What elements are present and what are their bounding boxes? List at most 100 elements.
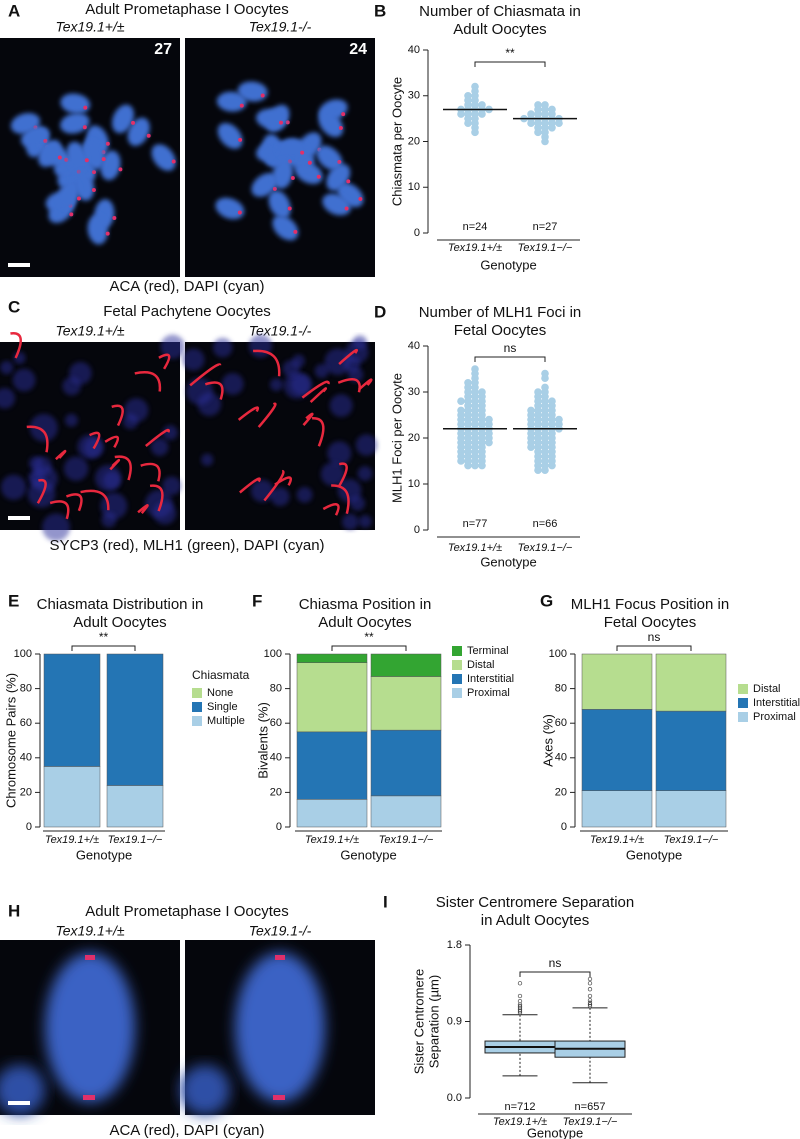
significance-label: ** [505, 46, 515, 60]
axis [26, 425, 49, 453]
centromere [118, 167, 123, 172]
centromere [337, 159, 342, 164]
bar-segment [370, 676, 442, 731]
y-axis-label: Sister Centromere [411, 969, 426, 1074]
count-label: 24 [349, 41, 367, 58]
dapi [63, 456, 89, 481]
significance-bracket [474, 61, 546, 67]
micrograph-content [215, 81, 364, 241]
y-axis-label: Chiasmata per Oocyte [389, 77, 404, 206]
axis [10, 331, 22, 359]
x-axis-label: Genotype [480, 257, 536, 272]
dapi [314, 364, 329, 379]
centromere [112, 216, 117, 221]
dapi [95, 464, 122, 492]
dapi [32, 456, 52, 476]
dapi [251, 479, 274, 503]
dot [534, 128, 542, 137]
chromosome [151, 144, 176, 171]
x-tick-label: Tex19.1+/± [448, 242, 502, 254]
y-tick-label: 0 [414, 227, 420, 239]
chromosome [87, 214, 108, 245]
legend-label: Single [207, 701, 238, 713]
centromere [287, 206, 292, 211]
axis [149, 484, 164, 512]
chromosome [215, 197, 245, 220]
dapi [160, 334, 185, 359]
bar-segment [370, 795, 442, 828]
panel-letter: A [8, 1, 20, 20]
x-axis-label: Genotype [527, 1125, 583, 1139]
centromere [272, 186, 277, 191]
dot [485, 438, 493, 447]
axis [158, 353, 171, 370]
significance-label: ** [99, 630, 109, 644]
dapi [162, 425, 178, 441]
chromosome [38, 139, 62, 168]
y-tick-label: 40 [408, 44, 420, 56]
dot [457, 457, 465, 465]
genotype-label: Tex19.1-/- [249, 923, 312, 939]
dapi [201, 453, 214, 466]
chart-title: Chiasmata Distribution in [37, 596, 204, 613]
centromere [316, 174, 321, 179]
axis [337, 378, 361, 393]
dot [541, 374, 549, 383]
dapi [64, 413, 78, 427]
chromosome [237, 81, 268, 102]
dapi [124, 398, 149, 423]
axis [111, 404, 124, 427]
legend-label: Multiple [207, 715, 245, 727]
legend-swatch [738, 712, 748, 722]
chart-title: Number of Chiasmata in [419, 3, 581, 20]
y-tick-label: 80 [270, 683, 282, 695]
centromere [69, 212, 74, 217]
centromere [260, 93, 265, 98]
dapi [355, 434, 378, 456]
bar-segment [43, 766, 101, 828]
scale-bar [8, 1101, 30, 1105]
micrograph-content [0, 331, 185, 542]
centromere [341, 112, 346, 117]
y-axis-label: MLH1 Foci per Oocyte [389, 373, 404, 503]
y-tick-label: 80 [555, 683, 567, 695]
n-label: n=657 [575, 1101, 606, 1113]
dot [541, 137, 549, 146]
legend-swatch [452, 688, 462, 698]
significance-bracket [519, 971, 591, 977]
micrograph-content [10, 93, 176, 245]
chart-title: Chiasma Position in [299, 596, 432, 613]
x-tick-label: Tex19.1−/− [664, 834, 719, 846]
y-tick-label: 10 [408, 181, 420, 193]
axis [239, 477, 261, 494]
dapi [290, 373, 313, 395]
panel-letter: I [383, 892, 388, 911]
scale-bar [8, 263, 30, 267]
legend-label: Terminal [467, 645, 509, 657]
dot [478, 461, 486, 470]
y-axis-label: Axes (%) [540, 714, 555, 767]
axis [55, 449, 67, 461]
y-tick-label: 20 [20, 786, 32, 798]
centromere [91, 170, 96, 175]
centromere [171, 159, 176, 164]
dot [457, 110, 465, 118]
dapi [269, 378, 283, 392]
axis [301, 380, 330, 399]
legend-label: None [207, 687, 233, 699]
dot [471, 128, 479, 137]
x-tick-label: Tex19.1+/± [305, 834, 359, 846]
genotype-label: Tex19.1-/- [249, 323, 312, 339]
chart-title: Number of MLH1 Foci in [419, 304, 582, 321]
chart-title: Adult Oocytes [73, 614, 166, 631]
centromere [83, 1095, 95, 1100]
y-axis-label: Separation (µm) [426, 975, 441, 1068]
dapi [342, 513, 359, 531]
significance-label: ns [648, 630, 661, 644]
y-tick-label: 100 [549, 648, 567, 660]
panel-letter: B [374, 1, 386, 20]
panel-letter: G [540, 591, 553, 610]
axis [145, 428, 170, 447]
n-label: n=712 [505, 1101, 536, 1113]
count-label: 27 [154, 41, 172, 58]
